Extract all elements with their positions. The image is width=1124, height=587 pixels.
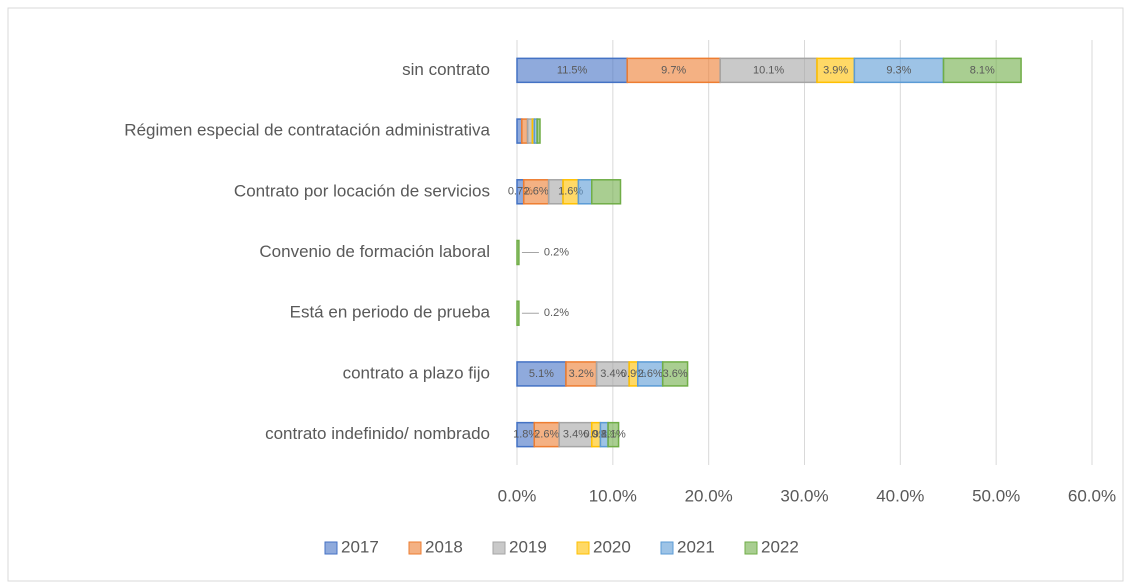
- y-tick-label: Convenio de formación laboral: [259, 242, 490, 261]
- x-tick-label: 50.0%: [972, 486, 1020, 505]
- legend-swatch: [576, 541, 590, 555]
- data-label: 8.1%: [970, 64, 995, 76]
- legend-swatch: [744, 541, 758, 555]
- bar-segment: [591, 179, 622, 205]
- bar-segment: [522, 179, 550, 205]
- x-tick-label: 10.0%: [589, 486, 637, 505]
- legend-swatch: [408, 541, 422, 555]
- legend-swatch: [660, 541, 674, 555]
- legend-label: 2020: [593, 537, 631, 556]
- bar-segment: [521, 118, 529, 144]
- legend-swatch: [492, 541, 506, 555]
- y-tick-label: Contrato por locación de servicios: [234, 181, 490, 200]
- data-label: 11.5%: [557, 64, 588, 76]
- legend-swatch: [324, 541, 338, 555]
- bar-segment: [626, 57, 721, 84]
- x-tick-label: 40.0%: [876, 486, 924, 505]
- y-tick-label: Régimen especial de contratación adminis…: [124, 121, 490, 140]
- y-tick-label: sin contrato: [402, 60, 490, 79]
- data-label: 1.1%: [601, 429, 626, 441]
- x-tick-label: 60.0%: [1068, 486, 1116, 505]
- data-label: 0.2%: [544, 246, 569, 258]
- bar-segment: [536, 118, 541, 144]
- x-tick-label: 20.0%: [685, 486, 733, 505]
- data-label: 3.4%: [600, 368, 625, 380]
- bar-segment: [607, 421, 620, 448]
- bar-segment: [637, 361, 664, 387]
- legend-label: 2021: [677, 537, 715, 556]
- bar-segment: [661, 361, 689, 387]
- bar-segment: [942, 57, 1022, 84]
- legend-label: 2022: [761, 537, 799, 556]
- data-label: 0.2%: [544, 307, 569, 319]
- bar-segment: [816, 57, 856, 84]
- bar-segment: [853, 57, 945, 84]
- data-label: 10.1%: [753, 64, 784, 76]
- chart-border: [7, 7, 1124, 582]
- data-label: 3.9%: [823, 64, 848, 76]
- bar-segment: [577, 179, 593, 205]
- bar-segment: [516, 57, 628, 84]
- data-label: 9.7%: [661, 64, 686, 76]
- y-tick-label: contrato a plazo fijo: [343, 363, 490, 382]
- data-label: 1.8%: [513, 429, 538, 441]
- x-tick-label: 30.0%: [780, 486, 828, 505]
- data-label: 5.1%: [529, 368, 554, 380]
- legend-label: 2017: [341, 537, 379, 556]
- legend-label: 2018: [425, 537, 463, 556]
- data-label: 2.6%: [524, 186, 549, 198]
- data-label: 3.2%: [569, 368, 594, 380]
- data-label: 2.6%: [638, 368, 663, 380]
- y-tick-label: Está en periodo de prueba: [290, 303, 491, 322]
- data-label: 3.4%: [563, 429, 588, 441]
- data-label: 1.6%: [558, 186, 583, 198]
- y-tick-label: contrato indefinido/ nombrado: [265, 424, 490, 443]
- data-label: 3.6%: [663, 368, 688, 380]
- x-tick-label: 0.0%: [498, 486, 537, 505]
- bar-segment: [516, 239, 520, 266]
- bar-segment: [719, 57, 818, 84]
- data-label: 9.3%: [886, 64, 911, 76]
- bar-segment: [516, 300, 520, 326]
- bar-segment: [516, 361, 567, 387]
- data-label: 2.6%: [534, 429, 559, 441]
- legend-label: 2019: [509, 537, 547, 556]
